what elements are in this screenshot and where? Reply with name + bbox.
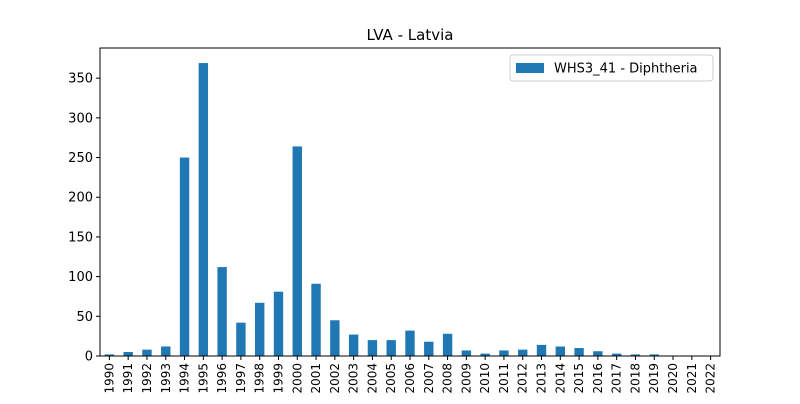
bar-2011 xyxy=(499,350,509,356)
x-tick-label: 2021 xyxy=(685,363,699,394)
bar-2000 xyxy=(292,146,302,356)
bar-1990 xyxy=(104,354,115,356)
x-tick-label: 2016 xyxy=(591,363,605,394)
x-tick-label: 2011 xyxy=(497,363,511,394)
legend-label: WHS3_41 - Diphtheria xyxy=(554,62,698,77)
x-tick-label: 2007 xyxy=(422,363,436,394)
y-tick-label: 200 xyxy=(68,191,93,206)
y-tick-label: 150 xyxy=(68,230,93,245)
bar-1999 xyxy=(273,291,284,356)
bar-1997 xyxy=(236,322,246,356)
x-tick-label: 1991 xyxy=(121,363,135,394)
bar-2013 xyxy=(536,344,547,356)
x-tick-label: 2003 xyxy=(347,363,361,394)
bar-2012 xyxy=(518,349,528,356)
bar-2019 xyxy=(649,354,659,356)
x-tick-label: 2006 xyxy=(403,363,417,394)
x-tick-label: 2017 xyxy=(610,363,624,394)
x-tick-label: 1990 xyxy=(102,363,116,394)
bar-2014 xyxy=(555,346,565,356)
bar-1995 xyxy=(198,63,209,356)
chart-title: LVA - Latvia xyxy=(367,26,454,44)
x-tick-label: 2020 xyxy=(666,363,680,394)
bar-2006 xyxy=(405,330,415,356)
bar-2016 xyxy=(593,351,603,356)
x-tick-label: 2010 xyxy=(478,363,492,394)
legend-swatch xyxy=(516,63,544,73)
bar-2015 xyxy=(574,348,584,356)
bar-2003 xyxy=(348,334,359,356)
x-tick-label: 1994 xyxy=(178,363,192,394)
bar-2001 xyxy=(311,283,321,356)
x-tick-label: 2000 xyxy=(290,363,304,394)
plot-frame xyxy=(99,47,721,357)
bar-1996 xyxy=(217,267,227,356)
bar-1998 xyxy=(255,302,265,356)
bar-1992 xyxy=(142,349,152,356)
x-tick-label: 1999 xyxy=(271,363,285,394)
x-tick-label: 2015 xyxy=(572,363,586,394)
x-axis: 1990 1991 1992 1993 1994 1995 1996 1997 1998 1999… xyxy=(102,356,718,394)
bar-2004 xyxy=(367,340,378,356)
x-tick-label: 1997 xyxy=(234,363,248,394)
x-tick-label: 2019 xyxy=(647,363,661,394)
bar-2018 xyxy=(630,354,641,356)
x-tick-label: 2012 xyxy=(516,363,530,394)
x-tick-label: 1995 xyxy=(196,363,210,394)
x-tick-label: 1996 xyxy=(215,363,229,394)
x-tick-label: 2009 xyxy=(459,363,473,394)
x-tick-label: 1992 xyxy=(140,363,154,394)
x-tick-label: 2005 xyxy=(384,363,398,394)
bar-1993 xyxy=(161,346,171,356)
bars-layer xyxy=(104,63,659,356)
x-tick-label: 2004 xyxy=(365,363,379,394)
x-tick-label: 2001 xyxy=(309,363,323,394)
y-tick-label: 0 xyxy=(85,350,93,365)
y-tick-label: 100 xyxy=(68,270,93,285)
bar-2008 xyxy=(442,333,453,356)
y-tick-label: 300 xyxy=(68,111,93,126)
x-tick-label: 2008 xyxy=(441,363,455,394)
legend-box xyxy=(509,54,714,82)
bar-2017 xyxy=(611,353,622,356)
x-tick-label: 2014 xyxy=(553,363,567,394)
bar-2010 xyxy=(480,353,490,356)
bar-2007 xyxy=(424,341,434,356)
legend: WHS3_41 - Diphtheria xyxy=(509,54,714,82)
bar-1991 xyxy=(123,352,133,356)
bar-2002 xyxy=(330,320,340,356)
bar-2005 xyxy=(386,340,396,356)
x-tick-label: 2022 xyxy=(704,363,718,394)
bar-1994 xyxy=(179,157,190,356)
x-tick-label: 2018 xyxy=(628,363,642,394)
y-tick-label: 50 xyxy=(76,310,93,325)
y-tick-label: 350 xyxy=(68,72,93,87)
x-tick-label: 2013 xyxy=(535,363,549,394)
x-tick-label: 1993 xyxy=(159,363,173,394)
x-tick-label: 1998 xyxy=(253,363,267,394)
y-tick-label: 250 xyxy=(68,151,93,166)
x-tick-label: 2002 xyxy=(328,363,342,394)
bar-2009 xyxy=(461,350,472,356)
y-axis: 0 50 100 150 200 250 300 350 xyxy=(68,72,100,365)
